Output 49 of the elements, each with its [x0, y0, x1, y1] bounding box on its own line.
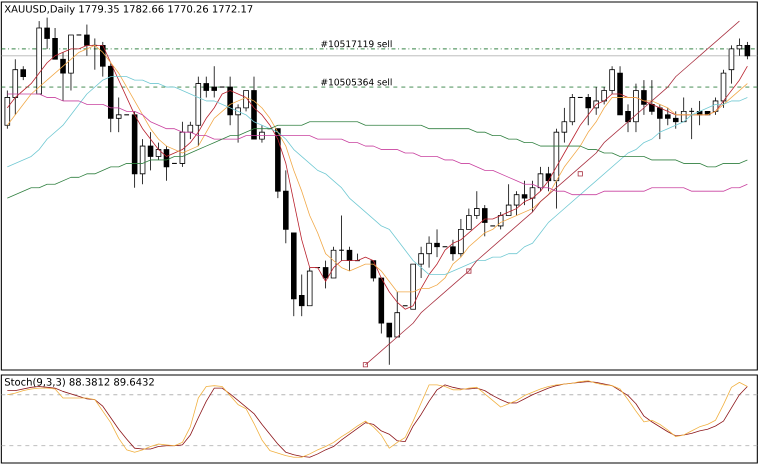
candlestick: [211, 66, 217, 98]
candlestick: [657, 104, 663, 140]
candlestick: [203, 76, 210, 98]
candlestick: [562, 107, 568, 143]
candlestick: [522, 180, 528, 206]
candlestick: [593, 86, 599, 116]
candlestick: [243, 90, 249, 112]
candlestick: [474, 190, 480, 220]
candlestick: [728, 44, 734, 84]
chart-title: XAUUSD,Daily 1779.35 1782.66 1770.26 1772.17: [4, 4, 252, 15]
candlestick: [386, 322, 392, 366]
candlestick: [52, 28, 58, 60]
candlestick: [641, 80, 647, 116]
candlestick: [188, 121, 194, 140]
candlestick: [665, 107, 671, 126]
candlestick: [20, 66, 26, 81]
candlestick: [156, 142, 162, 160]
candlestick: [466, 208, 472, 230]
candlestick: [538, 166, 544, 192]
candlestick: [625, 104, 631, 133]
candlestick: [514, 190, 520, 216]
ref-line-label: #10505364 sell: [321, 78, 392, 86]
ref-line-label: #10517119 sell: [321, 40, 392, 48]
candlestick: [744, 42, 750, 60]
candlestick: [530, 180, 536, 212]
candlestick: [148, 132, 154, 171]
candlestick: [450, 239, 456, 262]
candlestick: [44, 17, 50, 50]
candlestick: [585, 94, 592, 126]
candlestick: [164, 146, 170, 182]
candlestick: [672, 110, 679, 130]
candlestick: [609, 66, 615, 94]
candlestick: [426, 236, 432, 268]
candlestick: [601, 86, 607, 105]
candlestick: [298, 274, 305, 317]
candlestick: [649, 80, 655, 116]
candlestick: [60, 52, 66, 102]
candlestick: [506, 184, 512, 216]
candlestick: [688, 107, 695, 140]
chart-title: Stoch(9,3,3) 88.3812 89.6432: [4, 378, 154, 387]
candlestick: [84, 24, 90, 56]
candlestick: [418, 246, 424, 278]
candlestick: [434, 228, 440, 258]
candlestick: [322, 260, 328, 289]
candlestick: [482, 204, 488, 237]
candlestick: [736, 38, 742, 56]
candlestick: [338, 215, 344, 262]
candlestick: [346, 246, 352, 272]
candlestick: [116, 97, 122, 133]
